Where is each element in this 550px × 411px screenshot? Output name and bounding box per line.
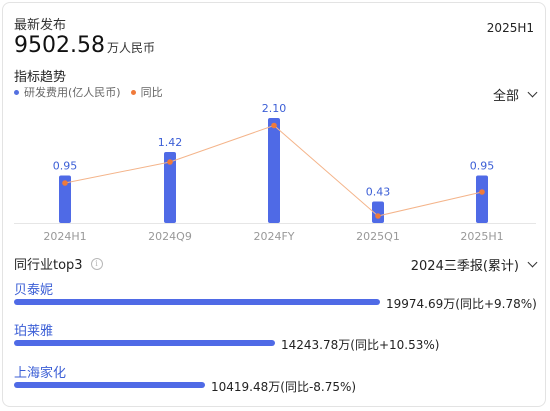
bar-2025H1	[476, 175, 488, 223]
bar-value-label: 0.43	[366, 186, 391, 199]
peer-top3-title: 同行业top3 i	[14, 254, 103, 273]
yoy-point-2025H1	[479, 189, 485, 195]
legend-label: 研发费用(亿人民币)	[24, 86, 121, 99]
bar-value-label: 1.42	[158, 136, 183, 149]
legend-label: 同比	[140, 86, 163, 99]
latest-value-unit: 万人民币	[106, 41, 155, 55]
peer-value-bar	[14, 299, 380, 305]
chart-legend: 研发费用(亿人民币) 同比	[14, 84, 173, 100]
peer-company-link[interactable]: 珀莱雅	[14, 324, 54, 339]
legend-item-yoy: 同比	[130, 84, 163, 100]
x-tick-label: 2024FY	[253, 230, 294, 243]
peer-company-link[interactable]: 上海家化	[14, 366, 67, 381]
report-period-dropdown[interactable]: 2024三季报(累计)	[410, 255, 538, 274]
research-expense-card	[2, 2, 546, 407]
bar-2025Q1	[372, 201, 384, 223]
bar-value-label: 0.95	[53, 160, 78, 173]
latest-release-value: 9502.58 万人民币	[14, 33, 155, 58]
info-icon[interactable]: i	[90, 257, 103, 270]
bar-value-label: 2.10	[262, 102, 287, 115]
peer-value-bar	[14, 382, 205, 388]
legend-item-rd-expense: 研发费用(亿人民币)	[14, 84, 121, 100]
dropdown-label: 2024三季报(累计)	[410, 259, 519, 274]
peer-company-link[interactable]: 贝泰妮	[14, 283, 54, 298]
bar-2024Q9	[164, 152, 176, 223]
yoy-point-2024Q9	[167, 159, 173, 165]
bar-2024H1	[59, 175, 71, 223]
x-tick-label: 2025H1	[460, 230, 503, 243]
peer-value-text: 19974.69万(同比+9.78%)	[386, 297, 537, 311]
latest-release-label: 最新发布	[14, 18, 67, 33]
dropdown-label: 全部	[492, 89, 519, 104]
yoy-point-2024FY	[271, 122, 277, 129]
legend-dot-icon	[14, 89, 19, 95]
trend-chart: 0.95 2024H1 1.42 2024Q9 2.10 2024FY 0.43 2025Q1…	[14, 102, 536, 243]
bar-2024FY	[268, 118, 280, 223]
chevron-down-icon	[527, 257, 538, 268]
peer-value-bar	[14, 340, 275, 346]
peer-value-text: 14243.78万(同比+10.53%)	[281, 338, 440, 352]
trend-section-title: 指标趋势	[14, 70, 67, 85]
bar-value-label: 0.95	[470, 160, 495, 173]
latest-value-number: 9502.58	[14, 33, 105, 58]
legend-dot-icon	[130, 89, 136, 95]
peer-value-text: 10419.48万(同比-8.75%)	[211, 380, 357, 394]
report-period: 2025H1	[486, 21, 534, 35]
yoy-point-2025Q1	[375, 213, 381, 219]
x-tick-label: 2024Q9	[148, 230, 192, 243]
x-tick-label: 2024H1	[43, 230, 86, 243]
x-tick-label: 2025Q1	[356, 230, 400, 243]
yoy-point-2024H1	[62, 180, 68, 186]
peer-title-text: 同行业top3	[14, 258, 83, 273]
trend-range-dropdown[interactable]: 全部	[492, 85, 538, 104]
